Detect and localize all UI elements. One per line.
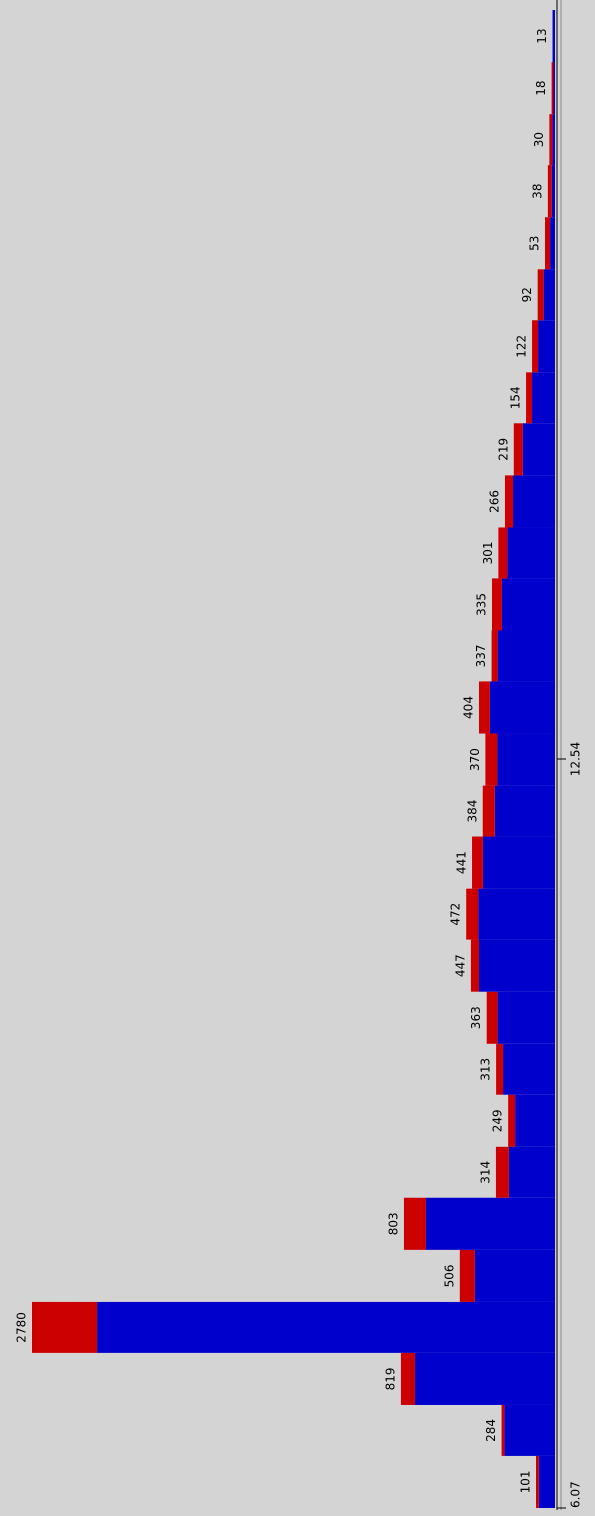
bar-label: 370 (468, 748, 482, 771)
bar-segment (532, 372, 555, 424)
bar-segment (400, 1352, 416, 1405)
bar-label: 803 (386, 1212, 400, 1235)
bar-segment (482, 836, 555, 889)
bar-segment (513, 423, 523, 476)
bar-segment (526, 372, 533, 424)
bar-segment (489, 681, 555, 734)
bar-label: 313 (479, 1058, 493, 1081)
bar-label: 441 (455, 851, 469, 874)
bar-segment (478, 888, 555, 940)
bar-segment (504, 475, 514, 528)
bar-segment (504, 1404, 555, 1456)
bar-label: 2780 (15, 1312, 29, 1343)
bar-segment (549, 114, 553, 166)
bar-segment (551, 62, 554, 115)
bar-label: 384 (465, 800, 479, 823)
bar-segment (497, 991, 555, 1044)
bar-label: 92 (520, 287, 534, 302)
bar-segment (535, 1455, 539, 1508)
bar-label: 472 (449, 903, 463, 926)
bar-segment (459, 1249, 475, 1302)
bar-segment (482, 785, 495, 837)
bar-label: 219 (496, 438, 510, 461)
bar-segment (550, 217, 555, 270)
bar-label: 314 (478, 1161, 492, 1184)
bar-segment (97, 1301, 555, 1353)
bar-segment (494, 785, 555, 837)
bar-label: 447 (453, 954, 467, 977)
bar-segment (486, 991, 498, 1044)
bar-segment (515, 1094, 555, 1147)
x-tick-label: 6.07 (569, 1481, 583, 1508)
bar-segment (491, 578, 502, 631)
bar-segment (474, 1249, 555, 1302)
bar-segment (472, 836, 483, 889)
bar-segment (478, 681, 490, 734)
bar-segment (491, 630, 498, 682)
bar-segment (485, 733, 498, 786)
bar-segment (543, 269, 555, 321)
bar-label: 266 (487, 490, 501, 513)
bar-segment (551, 165, 555, 218)
bar-segment (503, 1043, 555, 1095)
bar-segment (497, 630, 555, 682)
bar-label: 819 (383, 1367, 397, 1390)
bar-segment (552, 10, 555, 63)
bar-label: 101 (518, 1470, 532, 1493)
bar-segment (508, 1094, 516, 1147)
bar-label: 404 (461, 696, 475, 719)
bar-segment (553, 62, 555, 115)
bar-segment (425, 1197, 555, 1250)
bar-label: 284 (484, 1419, 498, 1442)
bar-label: 506 (442, 1264, 456, 1287)
bar-label: 122 (515, 335, 529, 358)
bar-segment (552, 114, 555, 166)
bar-segment (507, 527, 555, 579)
bar-segment (545, 217, 551, 270)
bar-segment (537, 269, 544, 321)
bar-label: 18 (534, 81, 548, 96)
bar-segment (478, 939, 555, 992)
bar-label: 30 (532, 132, 546, 147)
bar-segment (32, 1301, 98, 1353)
bar-label: 53 (528, 236, 542, 251)
bar-segment (495, 1146, 509, 1198)
bar-segment (403, 1197, 426, 1250)
bar-label: 13 (535, 28, 549, 43)
bar-label: 363 (469, 1006, 483, 1029)
bar-label: 335 (474, 593, 488, 616)
bar-label: 38 (530, 184, 544, 199)
bar-segment (538, 320, 555, 373)
bar-segment (547, 165, 552, 218)
bar-label: 154 (509, 386, 523, 409)
bar-segment (497, 733, 555, 786)
bar-label: 301 (481, 541, 495, 564)
bar-segment (470, 939, 479, 992)
bar-segment (532, 320, 539, 373)
x-tick-label: 12.54 (569, 742, 583, 776)
bar-segment (466, 888, 479, 940)
bar-segment (496, 1043, 504, 1095)
bar-segment (513, 475, 555, 528)
bar-segment (498, 527, 508, 579)
bar-segment (522, 423, 555, 476)
bar-label: 337 (474, 645, 488, 668)
bar-segment (415, 1352, 555, 1405)
bar-segment (501, 578, 555, 631)
bar-segment (508, 1146, 555, 1198)
bar-segment (538, 1455, 555, 1508)
bar-segment (501, 1404, 505, 1456)
bar-label: 249 (491, 1109, 505, 1132)
